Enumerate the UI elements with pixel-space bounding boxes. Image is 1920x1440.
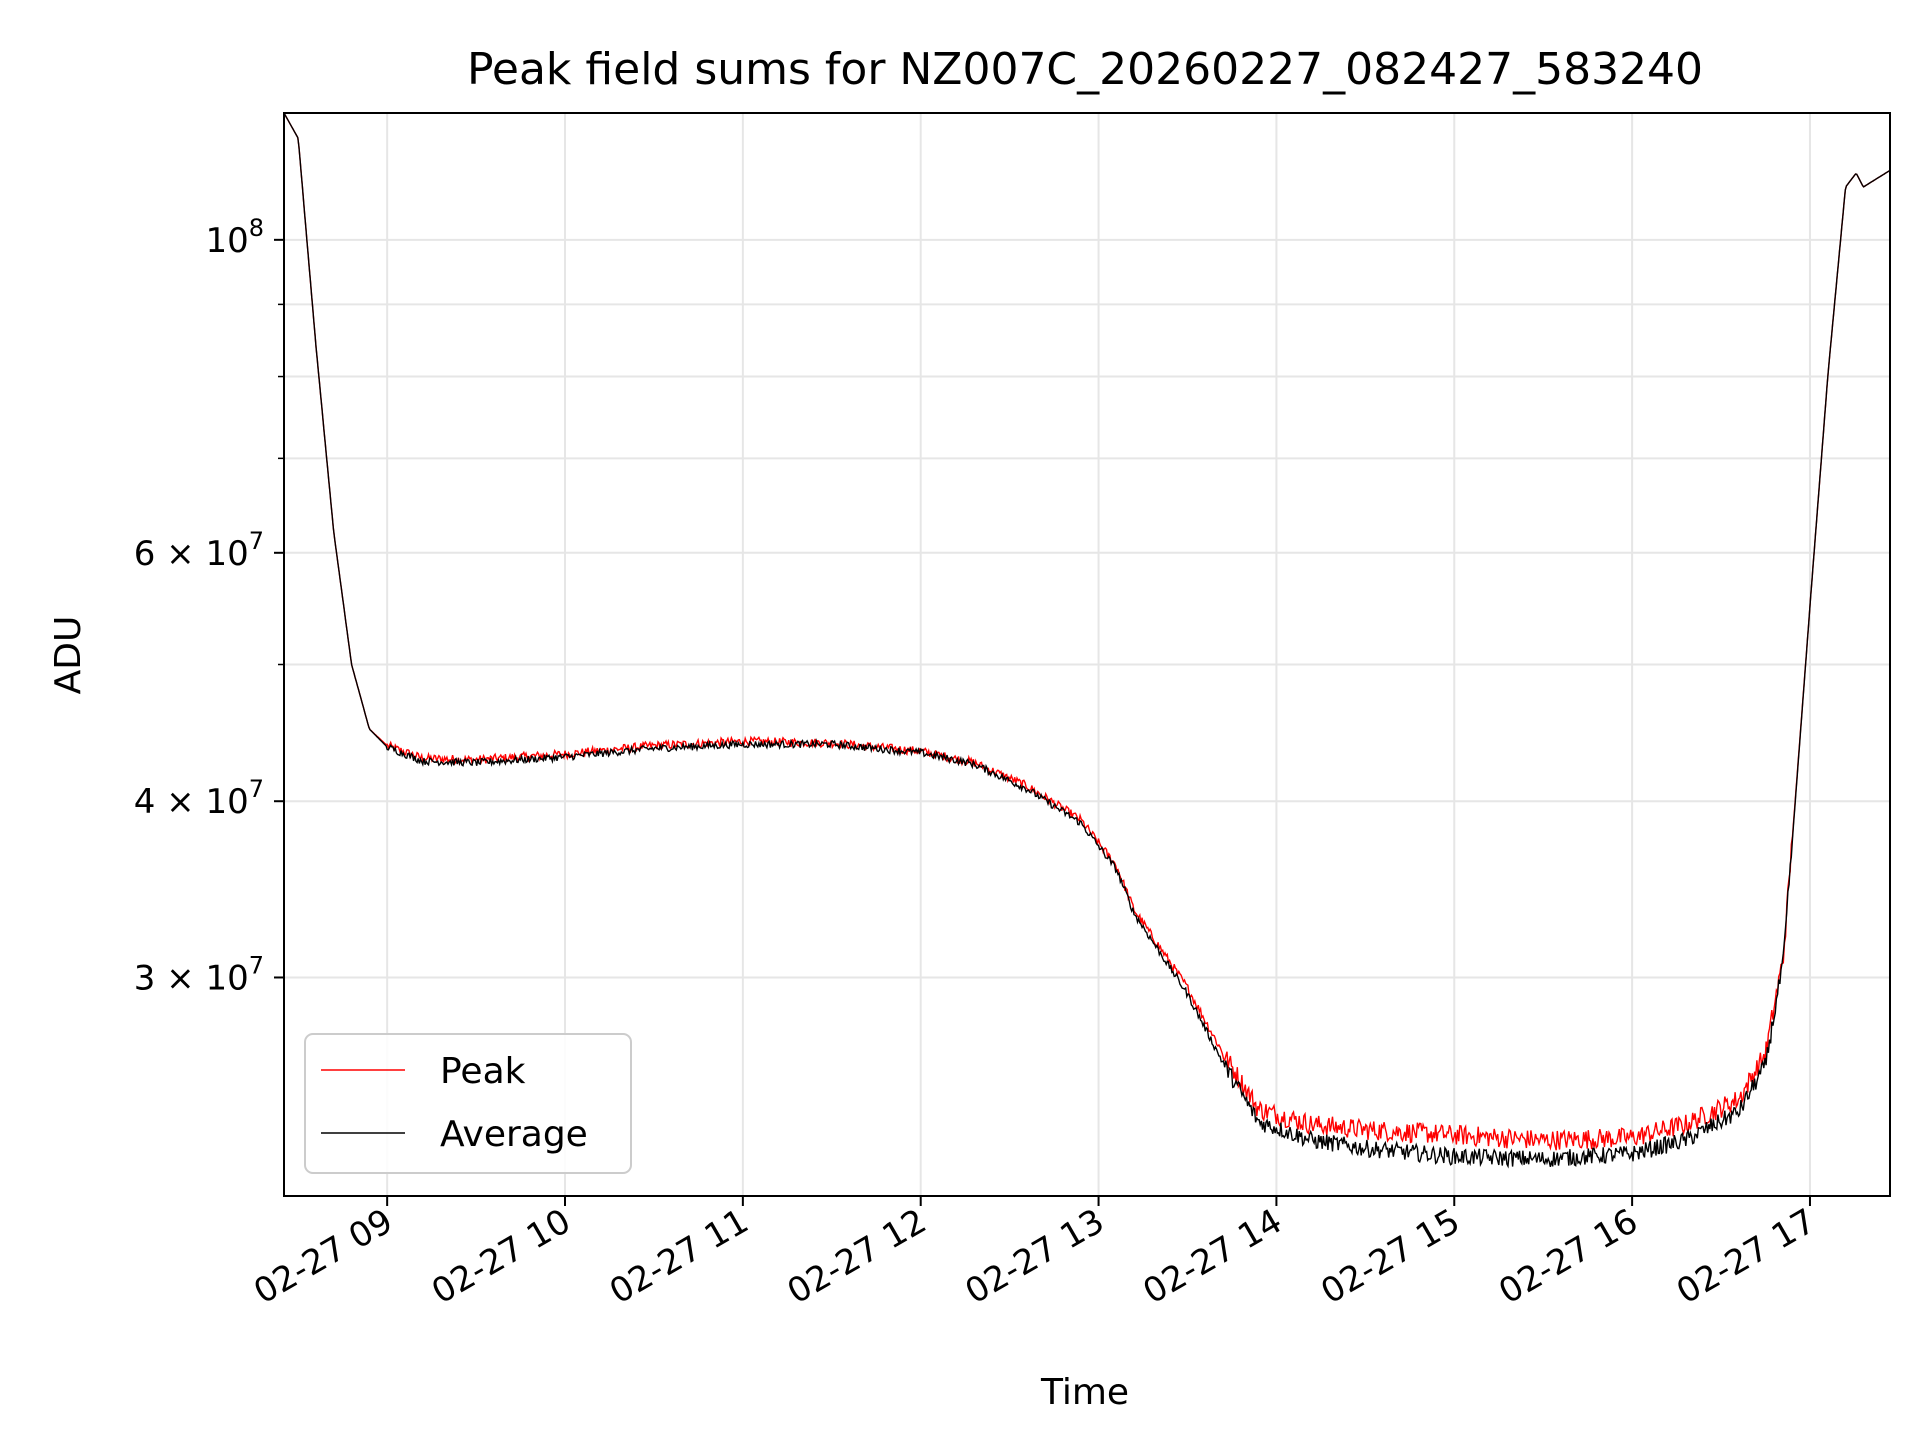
y-tick-label: 6 × 107 bbox=[134, 527, 264, 574]
legend-label-average: Average bbox=[440, 1114, 588, 1155]
legend-label-peak: Peak bbox=[440, 1051, 526, 1092]
y-tick-label: 3 × 107 bbox=[134, 951, 264, 998]
plot-frame bbox=[283, 112, 1891, 1197]
y-tick-label: 4 × 107 bbox=[134, 775, 264, 822]
y-axis-label: ADU bbox=[48, 616, 89, 695]
grid bbox=[284, 113, 1890, 1196]
y-tick-label: 108 bbox=[205, 214, 264, 261]
x-axis-label: Time bbox=[1040, 1372, 1129, 1413]
series-lines bbox=[283, 112, 1891, 1169]
chart-title: Peak field sums for NZ007C_20260227_0824… bbox=[467, 44, 1703, 95]
legend-box bbox=[304, 1033, 632, 1174]
series-line-average bbox=[283, 112, 1891, 1169]
legend: Peak Average bbox=[304, 1033, 632, 1174]
